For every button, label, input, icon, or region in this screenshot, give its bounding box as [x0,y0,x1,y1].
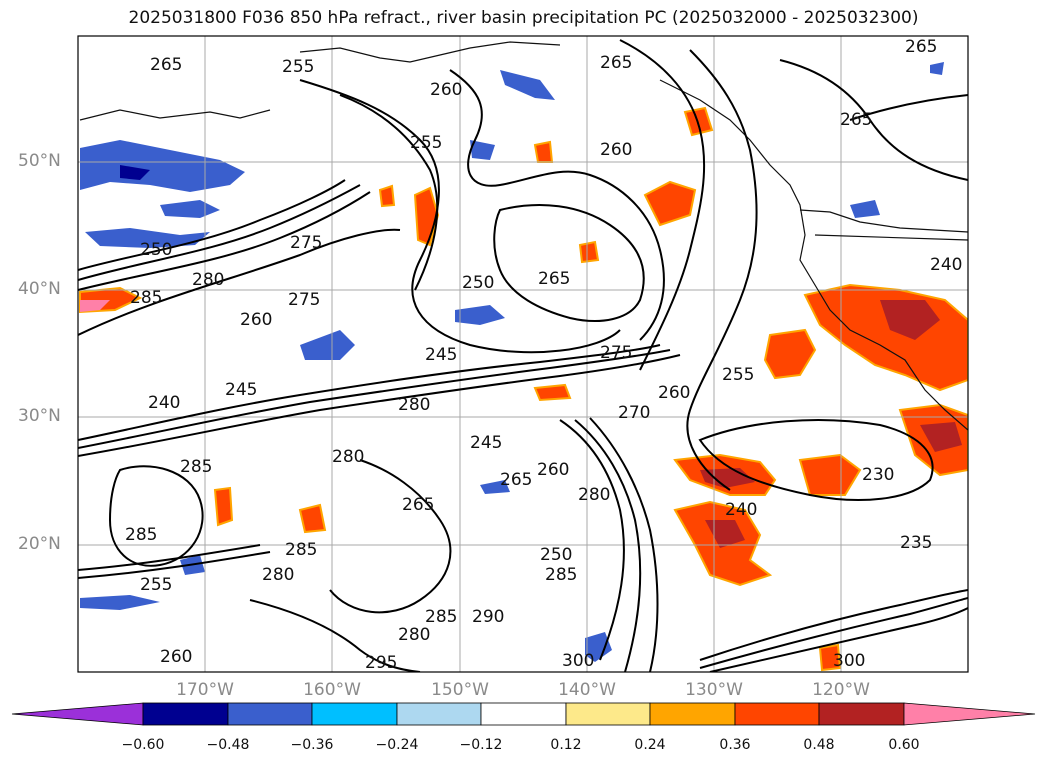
contour-label: 265 [402,495,434,515]
contour-label: 275 [600,343,632,363]
contour-label: 260 [537,460,569,480]
lat-label-50n: 50°N [18,151,61,171]
contour-label: 250 [140,240,172,260]
contour-label: 240 [148,393,180,413]
colorbar-max-extend [903,702,1036,726]
contour-label: 280 [332,447,364,467]
colorbar-bin [142,702,229,726]
contour-label: 265 [600,53,632,73]
colorbar-tick-label: −0.12 [459,737,503,753]
lon-label-160w: 160°W [303,680,361,700]
graticule [78,36,968,672]
contour-label: 285 [180,457,212,477]
colorbar-bin [311,702,398,726]
contour-labels: 265 255 260 265 265 255 265 250 260 285 … [125,37,962,673]
lat-label-20n: 20°N [18,534,61,554]
contour-label: 290 [472,607,504,627]
lat-label-40n: 40°N [18,279,61,299]
contour-label: 265 [500,470,532,490]
colorbar-min-extend [11,702,144,726]
contour-label: 265 [150,55,182,75]
figure-title: 2025031800 F036 850 hPa refract., river … [128,8,919,28]
refractivity-contours [78,39,968,672]
lon-label-120w: 120°W [812,680,870,700]
colorbar-tick-label: 0.36 [719,737,751,753]
contour-label: 255 [140,575,172,595]
contour-label: 300 [562,651,594,671]
contour-label: 245 [470,433,502,453]
colorbar-bin [480,702,567,726]
negative-precip-shading [80,62,944,662]
contour-label: 280 [192,270,224,290]
colorbar-bin [734,702,820,726]
contour-label: 280 [398,625,430,645]
contour-label: 270 [618,403,650,423]
colorbar-bin [649,702,736,726]
contour-label: 260 [240,310,272,330]
coastlines [79,41,968,431]
contour-label: 280 [578,485,610,505]
contour-label: 245 [225,380,257,400]
lon-label-130w: 130°W [685,680,743,700]
contour-label: 235 [900,533,932,553]
lon-label-140w: 140°W [558,680,616,700]
contour-label: 260 [658,383,690,403]
contour-label: 280 [262,565,294,585]
colorbar-tick-label: 0.60 [888,737,920,753]
contour-label: 265 [840,110,872,130]
contour-label: 275 [288,290,320,310]
contour-label: 285 [125,525,157,545]
colorbar-tick-label: −0.60 [121,737,165,753]
contour-label: 245 [425,345,457,365]
colorbar-tick-label: −0.24 [375,737,419,753]
contour-label: 255 [722,365,754,385]
contour-label: 250 [462,273,494,293]
contour-label: 240 [725,500,757,520]
colorbar-tick-label: 0.24 [634,737,666,753]
contour-label: 260 [160,647,192,667]
map-contents: 265 255 260 265 265 255 265 250 260 285 … [78,36,968,673]
contour-label: 280 [398,395,430,415]
colorbar-tick-label: 0.12 [550,737,582,753]
contour-label: 275 [290,233,322,253]
lat-label-30n: 30°N [18,406,61,426]
lon-label-170w: 170°W [176,680,234,700]
contour-label: 250 [540,545,572,565]
positive-precip-shading [79,106,968,672]
contour-label: 295 [365,653,397,673]
colorbar [11,702,1036,726]
colorbar-bin [565,702,651,726]
contour-label: 285 [425,607,457,627]
contour-label: 240 [930,255,962,275]
contour-label: 260 [430,80,462,100]
contour-label: 285 [285,540,317,560]
colorbar-bin [227,702,313,726]
contour-label: 285 [130,288,162,308]
contour-label: 300 [833,651,865,671]
contour-label: 265 [905,37,937,57]
colorbar-tick-label: −0.48 [206,737,250,753]
colorbar-bin [396,702,482,726]
contour-label: 265 [538,269,570,289]
colorbar-tick-label: 0.48 [803,737,835,753]
colorbar-bin [818,702,905,726]
colorbar-tick-label: −0.36 [290,737,334,753]
map-frame [77,35,969,673]
contour-label: 255 [282,57,314,77]
contour-label: 255 [410,133,442,153]
contour-label: 230 [862,465,894,485]
contour-label: 285 [545,565,577,585]
lon-label-150w: 150°W [431,680,489,700]
contour-label: 260 [600,140,632,160]
